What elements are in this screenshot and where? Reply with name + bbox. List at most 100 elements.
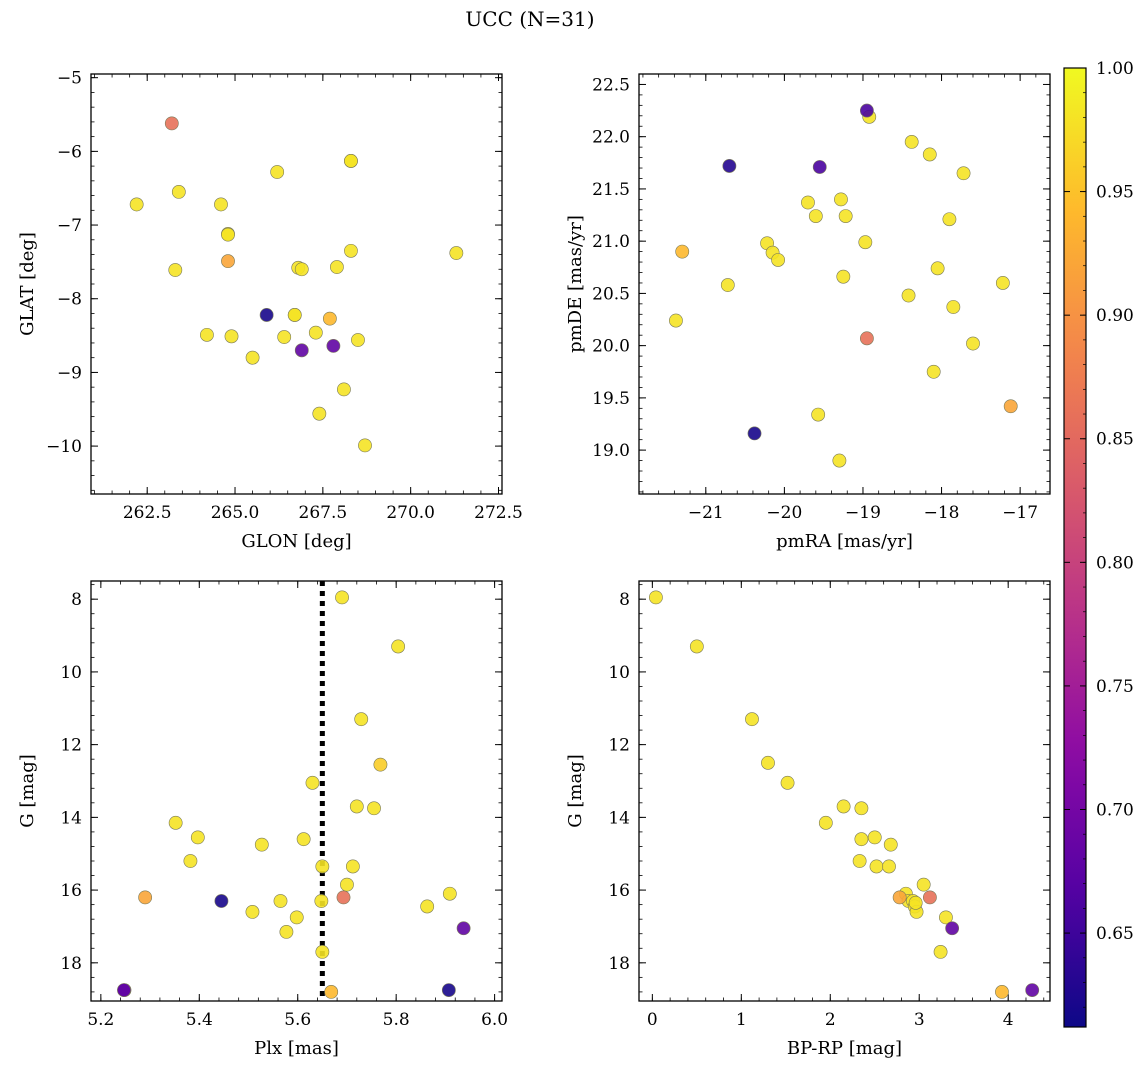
data-point	[441, 983, 456, 997]
x-tick-label: 3	[914, 1010, 925, 1030]
y-tick-label: 8	[71, 590, 82, 610]
colorbar-tick-label: 0.75	[1096, 677, 1134, 697]
y-tick-label: −5	[57, 69, 82, 89]
x-tick-label: 5.4	[186, 1010, 213, 1030]
data-point	[945, 921, 960, 936]
y-tick-label: 18	[608, 954, 630, 974]
x-tick-label: 6.0	[481, 1010, 508, 1030]
data-point	[314, 894, 329, 908]
x-tick-label: −17	[1002, 503, 1038, 523]
data-point	[273, 894, 288, 908]
colorbar-tick-label: 0.70	[1096, 800, 1134, 820]
figure-title: UCC (N=31)	[465, 7, 594, 31]
colorbar-tick-label: 0.65	[1096, 924, 1134, 944]
data-point	[966, 336, 980, 351]
data-point	[859, 331, 874, 346]
data-point	[200, 327, 214, 342]
colorbar: 0.65 0.70 0.75 0.80 0.85 0.90 0.95 1.00	[1063, 59, 1134, 1028]
data-point	[761, 755, 775, 770]
x-tick-label: 5.2	[87, 1010, 114, 1030]
data-point	[933, 945, 948, 959]
y-tick-label: 14	[60, 808, 82, 828]
x-tick-label: 5.6	[284, 1010, 311, 1030]
axes-frame	[638, 580, 1051, 1002]
data-point	[869, 859, 884, 874]
y-tick-label: −9	[57, 363, 82, 383]
data-point	[308, 325, 323, 340]
data-point	[315, 859, 330, 874]
data-point	[336, 890, 351, 905]
data-point	[908, 895, 923, 910]
data-point	[818, 815, 833, 830]
colorbar-tick-label: 0.80	[1096, 553, 1134, 573]
x-axis-label: pmRA [mas/yr]	[776, 531, 913, 552]
data-point	[277, 330, 292, 344]
data-point	[324, 985, 339, 999]
data-point	[449, 246, 464, 260]
data-point	[836, 799, 851, 814]
y-axis-label: GLAT [deg]	[17, 232, 38, 336]
data-point	[901, 288, 916, 303]
data-point	[168, 815, 183, 830]
y-tick-label: 22.5	[592, 75, 630, 95]
data-point	[858, 235, 873, 250]
data-point	[373, 757, 388, 772]
x-tick-label: −19	[845, 503, 881, 523]
data-point	[995, 985, 1009, 999]
y-tick-label: 12	[60, 736, 82, 756]
data-point	[294, 262, 309, 277]
data-point	[892, 890, 907, 905]
data-point	[349, 799, 364, 814]
data-point	[771, 253, 785, 267]
data-point	[859, 103, 874, 118]
data-point	[720, 278, 735, 292]
data-point	[245, 905, 260, 919]
panel-pmra-pmde: −21 −20 −19 −18 −17 19.0 19.5 20.0 20.5 21.0 21.5 2…	[565, 73, 1051, 552]
data-point	[808, 209, 823, 223]
x-tick-label: 270.0	[386, 503, 435, 523]
data-point	[214, 197, 228, 212]
data-point	[224, 329, 239, 344]
data-point	[358, 438, 372, 453]
colorbar-tick-label: 0.90	[1096, 306, 1134, 326]
data-point	[183, 854, 198, 868]
y-tick-label: −6	[57, 142, 82, 162]
data-point	[811, 407, 826, 422]
axes-frame	[90, 580, 503, 1002]
data-point	[939, 910, 953, 925]
data-point	[801, 195, 815, 210]
data-point	[345, 859, 360, 874]
x-tick-label: 4	[1003, 1010, 1014, 1030]
data-point	[312, 406, 327, 421]
data-point	[279, 925, 294, 939]
data-point	[296, 832, 311, 847]
data-point	[747, 426, 762, 441]
data-point	[367, 801, 381, 816]
data-point	[326, 338, 341, 353]
data-point	[351, 333, 365, 347]
y-tick-label: 21.5	[592, 180, 630, 200]
data-point	[245, 350, 260, 365]
axes-frame	[90, 73, 503, 495]
data-point	[289, 910, 304, 925]
data-point	[923, 890, 937, 905]
data-point	[838, 209, 853, 223]
data-point	[259, 308, 274, 322]
data-point	[329, 260, 344, 274]
x-axis-label: GLON [deg]	[241, 531, 351, 552]
data-point	[221, 227, 235, 242]
data-point	[904, 135, 919, 149]
data-point	[337, 382, 351, 397]
colorbar-tick-label: 0.85	[1096, 430, 1134, 450]
data-point	[315, 945, 330, 959]
data-point	[129, 197, 144, 212]
x-tick-label: 272.5	[474, 503, 523, 523]
data-point	[1025, 983, 1040, 997]
data-point	[287, 308, 302, 322]
y-axis-label: G [mag]	[565, 754, 586, 827]
data-point	[344, 154, 358, 168]
data-point	[995, 276, 1010, 290]
data-point	[340, 877, 354, 892]
y-tick-label: 14	[608, 808, 630, 828]
